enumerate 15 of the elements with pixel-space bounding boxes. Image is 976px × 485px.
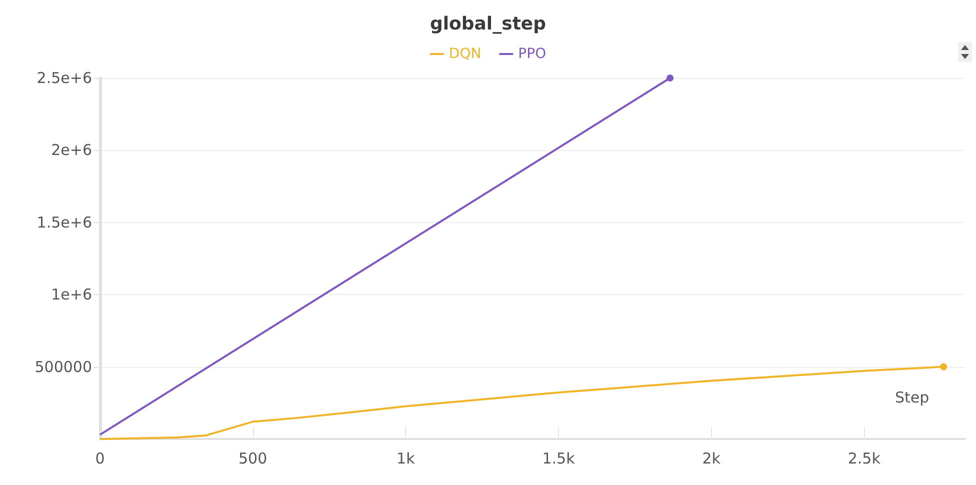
x-tick-label: 1.5k — [542, 450, 576, 468]
x-tick-label: 2k — [702, 450, 721, 468]
x-tick-label: 500 — [238, 450, 268, 468]
x-tick-label: 0 — [95, 450, 105, 468]
x-axis-title: Step — [895, 388, 930, 406]
y-tick-label: 2e+6 — [51, 141, 92, 160]
legend-label: PPO — [518, 46, 546, 62]
chart-title: global_step — [430, 14, 546, 34]
x-tick-label: 2.5k — [848, 450, 881, 468]
y-tick-label: 1e+6 — [51, 286, 92, 304]
y-tick-label: 2.5e+6 — [36, 69, 92, 87]
y-tick-label: 500000 — [34, 358, 92, 376]
legend-label: DQN — [448, 46, 482, 62]
x-tick-label: 1k — [396, 450, 416, 468]
y-tick-label: 1.5e+6 — [36, 213, 92, 232]
